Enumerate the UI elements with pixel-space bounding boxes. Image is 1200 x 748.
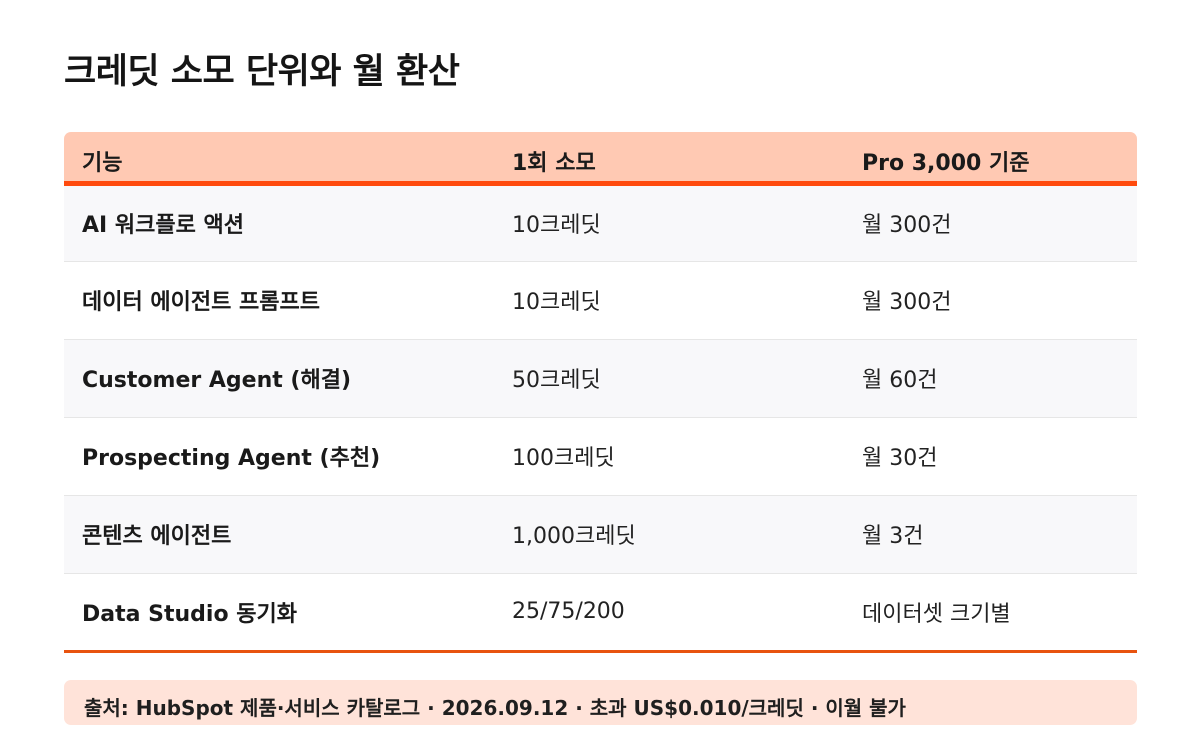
cost-cell: 10크레딧 bbox=[494, 183, 844, 262]
monthly-cell: 월 3건 bbox=[844, 495, 1137, 574]
cost-cell: 50크레딧 bbox=[494, 339, 844, 418]
table-row: 데이터 에이전트 프롬프트 10크레딧 월 300건 bbox=[64, 261, 1137, 340]
feature-cell: AI 워크플로 액션 bbox=[64, 183, 494, 262]
feature-cell: Prospecting Agent (추천) bbox=[64, 417, 494, 496]
cost-cell: 25/75/200 bbox=[494, 573, 844, 653]
monthly-cell: 월 60건 bbox=[844, 339, 1137, 418]
table-row: Customer Agent (해결) 50크레딧 월 60건 bbox=[64, 339, 1137, 418]
feature-cell: 콘텐츠 에이전트 bbox=[64, 495, 494, 574]
table-header-row: 기능 1회 소모 Pro 3,000 기준 bbox=[64, 132, 1137, 186]
header-monthly: Pro 3,000 기준 bbox=[844, 132, 1137, 186]
feature-cell: Data Studio 동기화 bbox=[64, 573, 494, 653]
header-cost: 1회 소모 bbox=[494, 132, 844, 186]
feature-cell: 데이터 에이전트 프롬프트 bbox=[64, 261, 494, 340]
table-row: Data Studio 동기화 25/75/200 데이터셋 크기별 bbox=[64, 573, 1137, 653]
credit-table-container: 기능 1회 소모 Pro 3,000 기준 AI 워크플로 액션 10크레딧 월… bbox=[64, 132, 1137, 653]
monthly-cell: 월 300건 bbox=[844, 183, 1137, 262]
feature-cell: Customer Agent (해결) bbox=[64, 339, 494, 418]
monthly-cell: 데이터셋 크기별 bbox=[844, 573, 1137, 653]
cost-cell: 1,000크레딧 bbox=[494, 495, 844, 574]
page-title: 크레딧 소모 단위와 월 환산 bbox=[64, 52, 460, 92]
cost-cell: 100크레딧 bbox=[494, 417, 844, 496]
monthly-cell: 월 30건 bbox=[844, 417, 1137, 496]
monthly-cell: 월 300건 bbox=[844, 261, 1137, 340]
source-note: 출처: HubSpot 제품·서비스 카탈로그 · 2026.09.12 · 초… bbox=[64, 680, 1137, 725]
credit-table: 기능 1회 소모 Pro 3,000 기준 AI 워크플로 액션 10크레딧 월… bbox=[64, 132, 1137, 653]
table-row: Prospecting Agent (추천) 100크레딧 월 30건 bbox=[64, 417, 1137, 496]
cost-cell: 10크레딧 bbox=[494, 261, 844, 340]
table-row: 콘텐츠 에이전트 1,000크레딧 월 3건 bbox=[64, 495, 1137, 574]
table-row: AI 워크플로 액션 10크레딧 월 300건 bbox=[64, 183, 1137, 262]
header-feature: 기능 bbox=[64, 132, 494, 186]
